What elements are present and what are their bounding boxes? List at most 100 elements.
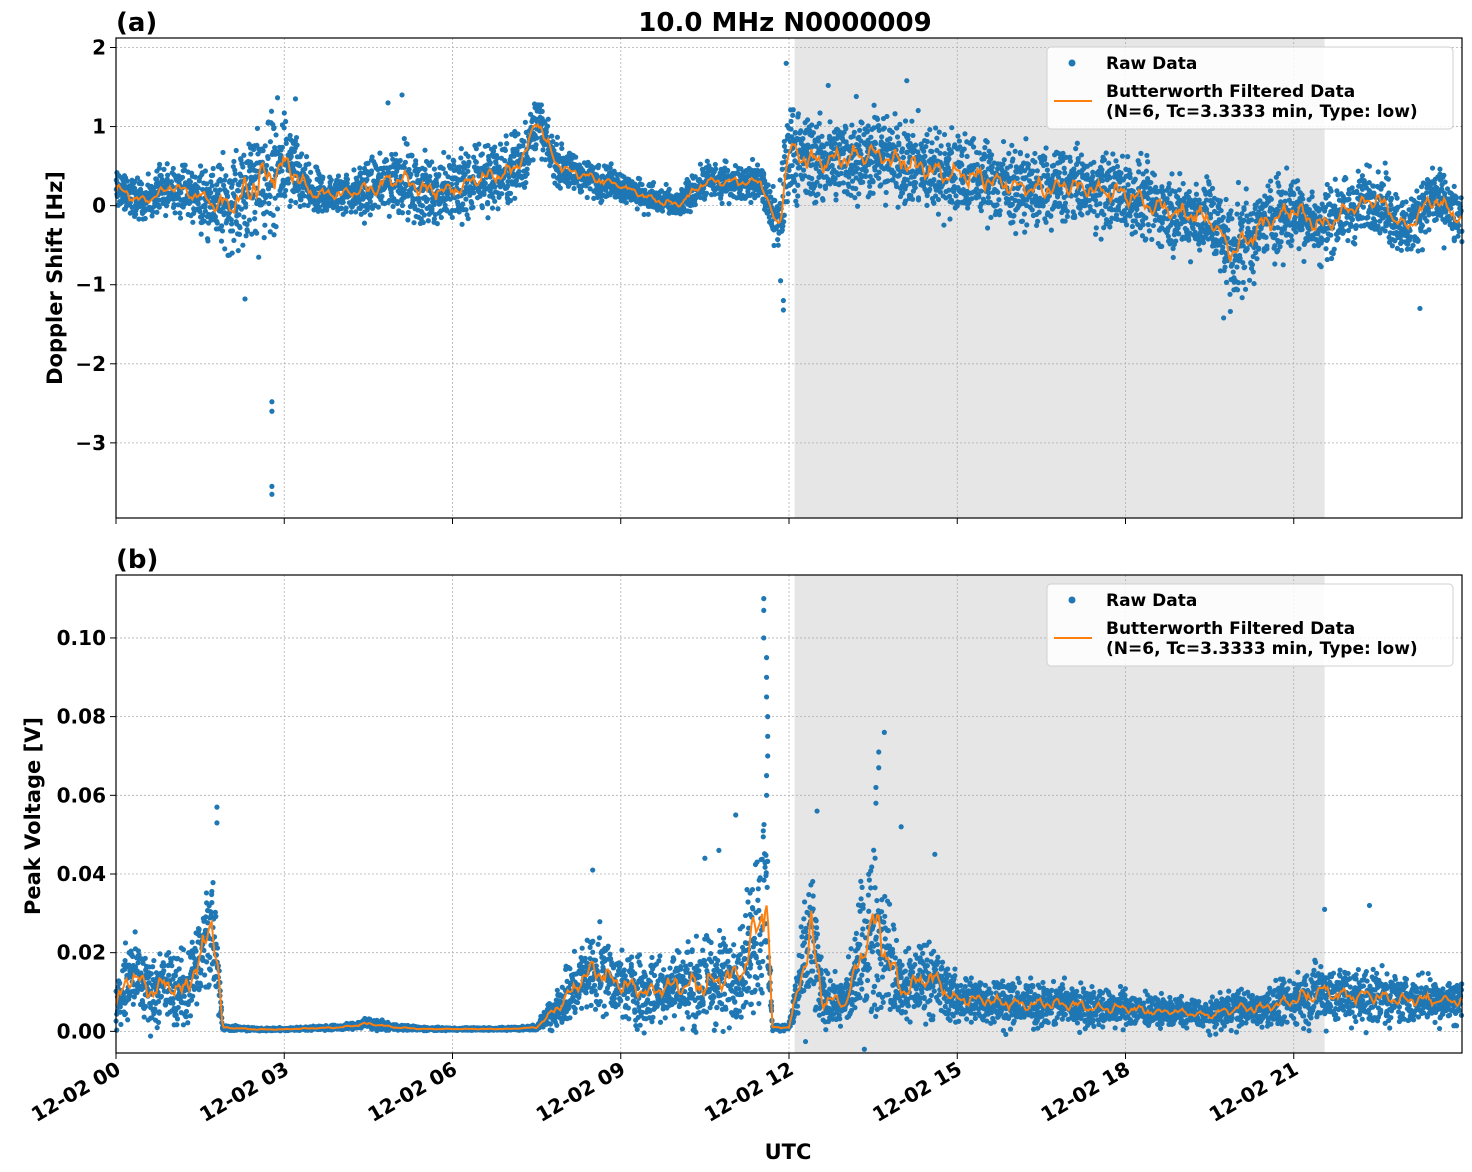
panel-a-raw-point (723, 159, 729, 165)
panel-a-raw-point (492, 198, 498, 204)
panel-a: 210−1−2−3 (a) Doppler Shift [Hz] Raw Dat… (43, 8, 1465, 524)
panel-a-raw-point (1267, 188, 1274, 194)
panel-a-raw-point (795, 111, 802, 117)
panel-a-raw-point (262, 222, 268, 228)
panel-a-raw-point (794, 202, 800, 208)
panel-a-raw-point (492, 184, 498, 190)
panel-a-raw-point (1009, 142, 1015, 148)
panel-a-raw-point (1010, 219, 1016, 225)
panel-a-raw-point (1210, 200, 1217, 207)
panel-a-raw-point (438, 214, 444, 221)
panel-a-raw-point (1207, 192, 1213, 198)
panel-a-raw-point (790, 112, 796, 118)
panel-a-raw-point (956, 138, 963, 144)
panel-a-raw-point (712, 161, 718, 168)
panel-a-raw-point (274, 206, 281, 212)
panel-a-raw-point (1123, 222, 1130, 228)
panel-a-raw-point (1062, 200, 1069, 206)
panel-a-raw-point (460, 201, 466, 207)
panel-a-raw-point (436, 171, 442, 178)
panel-a-raw-point (1235, 179, 1242, 186)
panel-a-raw-point (1218, 207, 1224, 214)
panel-a-raw-point (946, 156, 952, 162)
panel-a-raw-point (1144, 152, 1150, 159)
panel-a-raw-point (1061, 165, 1067, 171)
panel-a-raw-point (459, 221, 465, 227)
panel-a-raw-point (1242, 264, 1248, 270)
panel-a-raw-point (195, 201, 201, 207)
panel-a-raw-point (1204, 174, 1210, 180)
panel-a-raw-point (982, 145, 988, 151)
panel-a-raw-point (913, 180, 919, 186)
panel-a-raw-point (815, 191, 821, 197)
panel-a-raw-point (1301, 258, 1307, 265)
panel-a-raw-point (884, 113, 890, 120)
panel-a-raw-point (190, 219, 196, 225)
panel-a-raw-point (971, 135, 977, 142)
panel-a-raw-point (873, 140, 879, 147)
panel-a-raw-point (172, 210, 178, 216)
panel-a-raw-point (440, 166, 446, 172)
panel-a-raw-point (499, 191, 505, 197)
panel-a-raw-point (817, 110, 823, 116)
panel-a-raw-point (1143, 215, 1149, 221)
panel-a-raw-point (905, 132, 911, 138)
panel-a-raw-point (876, 122, 882, 129)
panel-a-raw-point (1176, 187, 1182, 193)
panel-a-raw-point (243, 201, 249, 207)
panel-a-raw-point (1032, 150, 1038, 157)
panel-a-raw-point (267, 229, 273, 235)
panel-a-raw-point (892, 111, 898, 117)
panel-a-raw-point (785, 191, 791, 197)
panel-a-raw-point (419, 203, 426, 209)
panel-a-raw-point (1241, 206, 1247, 213)
panel-a-raw-point (559, 145, 565, 152)
panel-a-raw-point (827, 119, 833, 125)
panel-a-raw-point (198, 231, 204, 237)
panel-a-raw-point (650, 180, 657, 186)
panel-a-raw-point (924, 131, 930, 138)
panel-a-raw-point (163, 203, 170, 209)
panel-a-raw-point (281, 110, 287, 116)
panel-a-raw-point (244, 221, 250, 228)
panel-a-raw-point (1284, 165, 1290, 171)
panel-a-raw-point (217, 187, 223, 193)
panel-a-raw-point (1273, 232, 1279, 238)
panel-a-raw-point (178, 190, 184, 196)
panel-a-raw-point (503, 133, 509, 139)
panel-a-raw-point (1394, 195, 1400, 201)
panel-a-raw-point (351, 167, 357, 173)
panel-a-raw-point (1072, 214, 1078, 221)
panel-a-raw-point (522, 119, 528, 125)
panel-a-raw-point (1242, 286, 1249, 292)
panel-a-raw-point (279, 144, 286, 150)
panel-a-raw-point (316, 204, 322, 210)
panel-a-raw-point (521, 184, 528, 190)
panel-a-raw-point (1013, 230, 1019, 237)
panel-a-raw-point (1149, 236, 1155, 243)
panel-a-raw-point (994, 202, 1000, 208)
panel-a-raw-point (1309, 194, 1315, 200)
panel-a-raw-point (1267, 178, 1274, 184)
panel-a-raw-point (931, 154, 937, 160)
panel-a-raw-point (1034, 168, 1040, 174)
panel-a-raw-point (320, 174, 326, 180)
panel-a-raw-point (931, 176, 937, 183)
panel-a-raw-point (639, 182, 645, 188)
panel-a-raw-point (1019, 218, 1026, 224)
panel-a-raw-point (219, 223, 225, 229)
panel-a-raw-point (1209, 231, 1216, 238)
panel-a-raw-point (210, 165, 216, 172)
panel-a-raw-point (149, 213, 155, 219)
panel-a-raw-point (804, 117, 811, 123)
panel-a-raw-point (1151, 172, 1158, 178)
panel-a-raw-point (1098, 236, 1104, 242)
panel-a-raw-point (266, 200, 272, 207)
panel-a-raw-point (270, 212, 276, 218)
panel-a-raw-point (1180, 180, 1186, 187)
panel-a-raw-point (1213, 250, 1219, 256)
panel-a-raw-point (1073, 146, 1079, 152)
panel-a-raw-point (985, 225, 991, 231)
panel-a-raw-point (1021, 211, 1027, 217)
panel-a-raw-point (1375, 169, 1381, 175)
